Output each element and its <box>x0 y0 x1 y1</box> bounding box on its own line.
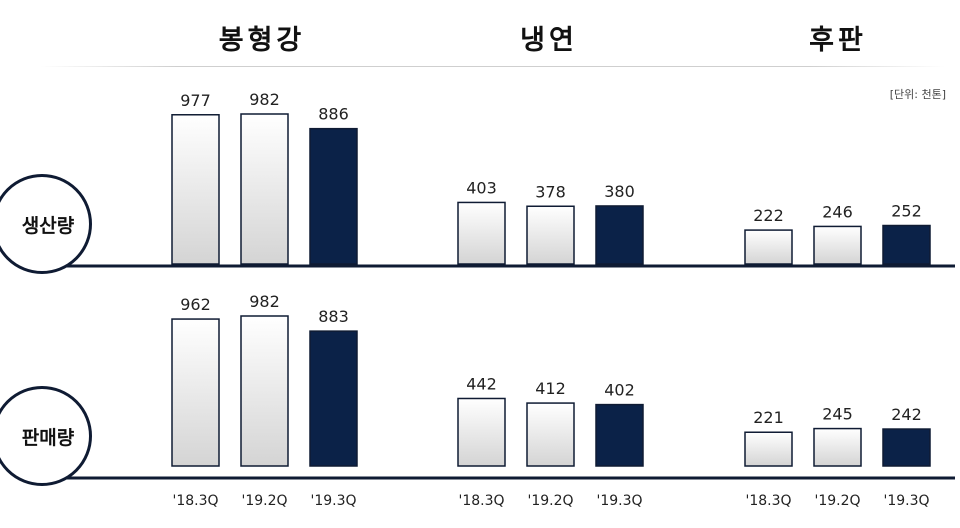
x-tick-label-0-2: '19.3Q <box>310 493 356 509</box>
bar-sales-2-2 <box>882 428 931 467</box>
data-label-production-0-2: 886 <box>318 105 349 124</box>
bar-sales-2-1 <box>813 427 862 467</box>
bar-production-2-2 <box>882 224 931 265</box>
data-label-production-0-1: 982 <box>249 90 280 109</box>
x-tick-label-1-2: '19.3Q <box>596 493 642 509</box>
data-label-sales-2-1: 245 <box>822 405 853 424</box>
data-label-sales-1-0: 442 <box>466 374 497 393</box>
x-tick-label-2-2: '19.3Q <box>883 493 929 509</box>
data-label-sales-0-2: 883 <box>318 307 349 326</box>
row-label-sales-text: 판매량 <box>21 426 75 449</box>
bar-production-2-0 <box>744 229 793 265</box>
bar-sales-1-0 <box>457 397 506 467</box>
data-label-sales-1-1: 412 <box>535 379 566 398</box>
x-tick-label-0-1: '19.2Q <box>241 493 287 509</box>
bar-production-1-1 <box>526 205 575 265</box>
group-title-bar-steel: 봉형강 <box>218 25 306 56</box>
bar-production-0-0 <box>171 114 220 265</box>
x-tick-label-2-0: '18.3Q <box>745 493 791 509</box>
group-title-cold-rolled: 냉연 <box>520 25 578 56</box>
bar-production-0-1 <box>240 113 289 265</box>
data-label-sales-1-2: 402 <box>604 381 635 400</box>
data-label-sales-0-1: 982 <box>249 292 280 311</box>
bar-sales-0-0 <box>171 318 220 467</box>
data-label-production-2-1: 246 <box>822 202 853 221</box>
x-tick-label-2-1: '19.2Q <box>814 493 860 509</box>
data-label-production-2-2: 252 <box>891 202 922 221</box>
row-label-production-text: 생산량 <box>21 214 75 237</box>
header-divider <box>40 66 945 67</box>
bar-production-2-1 <box>813 225 862 265</box>
data-label-sales-2-2: 242 <box>891 405 922 424</box>
bar-production-1-0 <box>457 201 506 265</box>
bar-sales-2-0 <box>744 431 793 467</box>
data-label-production-1-1: 378 <box>535 182 566 201</box>
bar-production-1-2 <box>595 205 644 265</box>
row-label-sales: 판매량 <box>0 386 92 486</box>
data-label-sales-0-0: 962 <box>180 295 211 314</box>
data-label-production-1-0: 403 <box>466 178 497 197</box>
group-title-plate: 후판 <box>809 25 867 56</box>
x-tick-label-1-1: '19.2Q <box>527 493 573 509</box>
bar-production-0-2 <box>309 127 358 265</box>
unit-note: [단위: 천톤] <box>889 88 946 101</box>
bar-sales-1-2 <box>595 403 644 467</box>
bar-sales-0-2 <box>309 330 358 467</box>
bar-sales-0-1 <box>240 315 289 467</box>
data-label-production-1-2: 380 <box>604 182 635 201</box>
data-label-sales-2-0: 221 <box>753 408 784 427</box>
row-label-production: 생산량 <box>0 174 92 274</box>
data-label-production-0-0: 977 <box>180 91 211 110</box>
data-label-production-2-0: 222 <box>753 206 784 225</box>
x-tick-label-1-0: '18.3Q <box>458 493 504 509</box>
x-tick-label-0-0: '18.3Q <box>172 493 218 509</box>
bar-sales-1-1 <box>526 402 575 467</box>
